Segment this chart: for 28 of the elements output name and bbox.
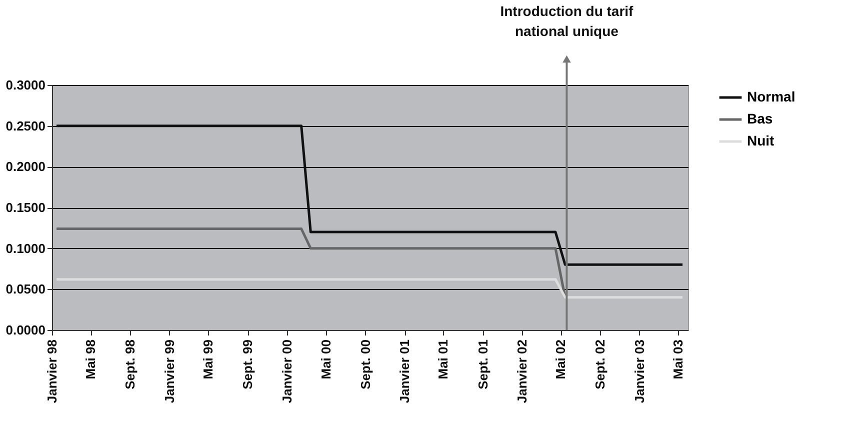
y-tick-label: 0.2000 [6, 159, 46, 174]
x-tick-label: Mai 98 [83, 340, 98, 380]
y-tick-label: 0.0000 [6, 322, 46, 338]
x-tick-label: Mai 99 [200, 340, 216, 380]
x-tick-label: Sept. 00 [358, 340, 373, 390]
ref-line-label: Introduction du tarif national unique [500, 3, 634, 39]
legend-label: Normal [747, 88, 796, 104]
y-tick-label: 0.1000 [6, 240, 46, 256]
x-tick-label: Sept. 01 [475, 340, 490, 390]
y-tick-label: 0.2500 [6, 118, 46, 134]
legend-label: Nuit [747, 132, 775, 148]
x-tick-label: Mai 00 [318, 340, 334, 380]
y-tick-label: 0.0500 [6, 282, 46, 297]
x-tick-label: Janvier 00 [279, 340, 294, 404]
x-tick-label: Janvier 99 [162, 340, 177, 404]
x-tick-label: Mai 01 [436, 340, 451, 380]
legend-label: Bas [747, 110, 773, 126]
x-tick-label: Janvier 02 [514, 340, 530, 404]
x-tick-label: Janvier 98 [44, 340, 60, 404]
x-tick-label: Janvier 01 [397, 340, 412, 404]
x-tick-label: Janvier 03 [632, 340, 647, 404]
x-tick-label: Sept. 98 [122, 340, 138, 390]
x-tick-label: Mai 03 [670, 340, 686, 380]
y-tick-label: 0.3000 [6, 78, 46, 92]
x-tick-label: Mai 02 [553, 340, 568, 380]
y-tick-label: 0.1500 [6, 200, 46, 215]
x-tick-label: Sept. 99 [240, 340, 256, 390]
x-tick-label: Sept. 02 [592, 340, 608, 390]
